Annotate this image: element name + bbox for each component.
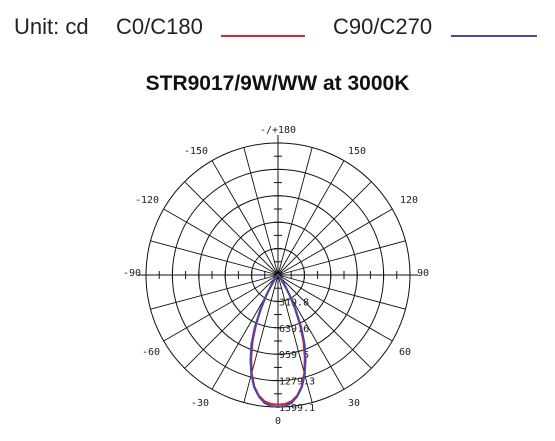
grid-spoke [150, 274, 279, 310]
radial-tick-label: 1279.3 [279, 377, 315, 388]
grid-spoke [163, 208, 279, 276]
legend-label-c0-c180: C0/C180 [116, 14, 203, 39]
grid-spoke [277, 147, 313, 276]
series-curve-c90-c270 [249, 274, 307, 408]
grid-spoke [277, 181, 372, 276]
legend-label-c90-c270: C90/C270 [333, 14, 433, 39]
angle-label: -90 [123, 268, 141, 279]
grid-spoke [277, 274, 372, 369]
grid-spoke [150, 240, 279, 276]
angle-label: 0 [275, 416, 281, 427]
grid-spoke [211, 160, 279, 276]
grid-spoke [184, 274, 279, 369]
angle-label: -150 [184, 146, 208, 157]
legend: Unit: cd C0/C180 C90/C270 [0, 0, 555, 60]
grid-spoke [184, 181, 279, 276]
radial-tick-label: 1599.1 [279, 403, 315, 414]
angle-label: -60 [142, 347, 160, 358]
angle-label: -30 [191, 398, 209, 409]
angle-label: -/+180 [260, 125, 296, 136]
legend-line-c0-c180 [221, 35, 305, 37]
angle-label: 120 [400, 195, 418, 206]
chart-title: STR9017/9W/WW at 3000K [145, 72, 410, 95]
legend-line-c90-c270 [451, 35, 537, 37]
grid-spoke [243, 274, 279, 403]
angle-label: 150 [348, 146, 366, 157]
grid-spoke [277, 160, 345, 276]
grid-spoke [277, 274, 313, 403]
grid-spoke [243, 147, 279, 276]
grid-spoke [277, 274, 393, 342]
grid-spoke [277, 208, 393, 276]
radial-tick-label: 639.6 [279, 324, 309, 335]
radial-tick-label: 319.8 [279, 297, 309, 308]
grid-spoke [277, 240, 406, 276]
angle-label: 90 [417, 268, 429, 279]
angle-label: 60 [399, 347, 411, 358]
angle-label: -120 [135, 195, 159, 206]
grid-spoke [163, 274, 279, 342]
angle-label: 30 [348, 398, 360, 409]
radial-tick-label: 959.5 [279, 350, 309, 361]
unit-label: Unit: cd [14, 14, 89, 39]
grid-spoke [277, 274, 406, 310]
